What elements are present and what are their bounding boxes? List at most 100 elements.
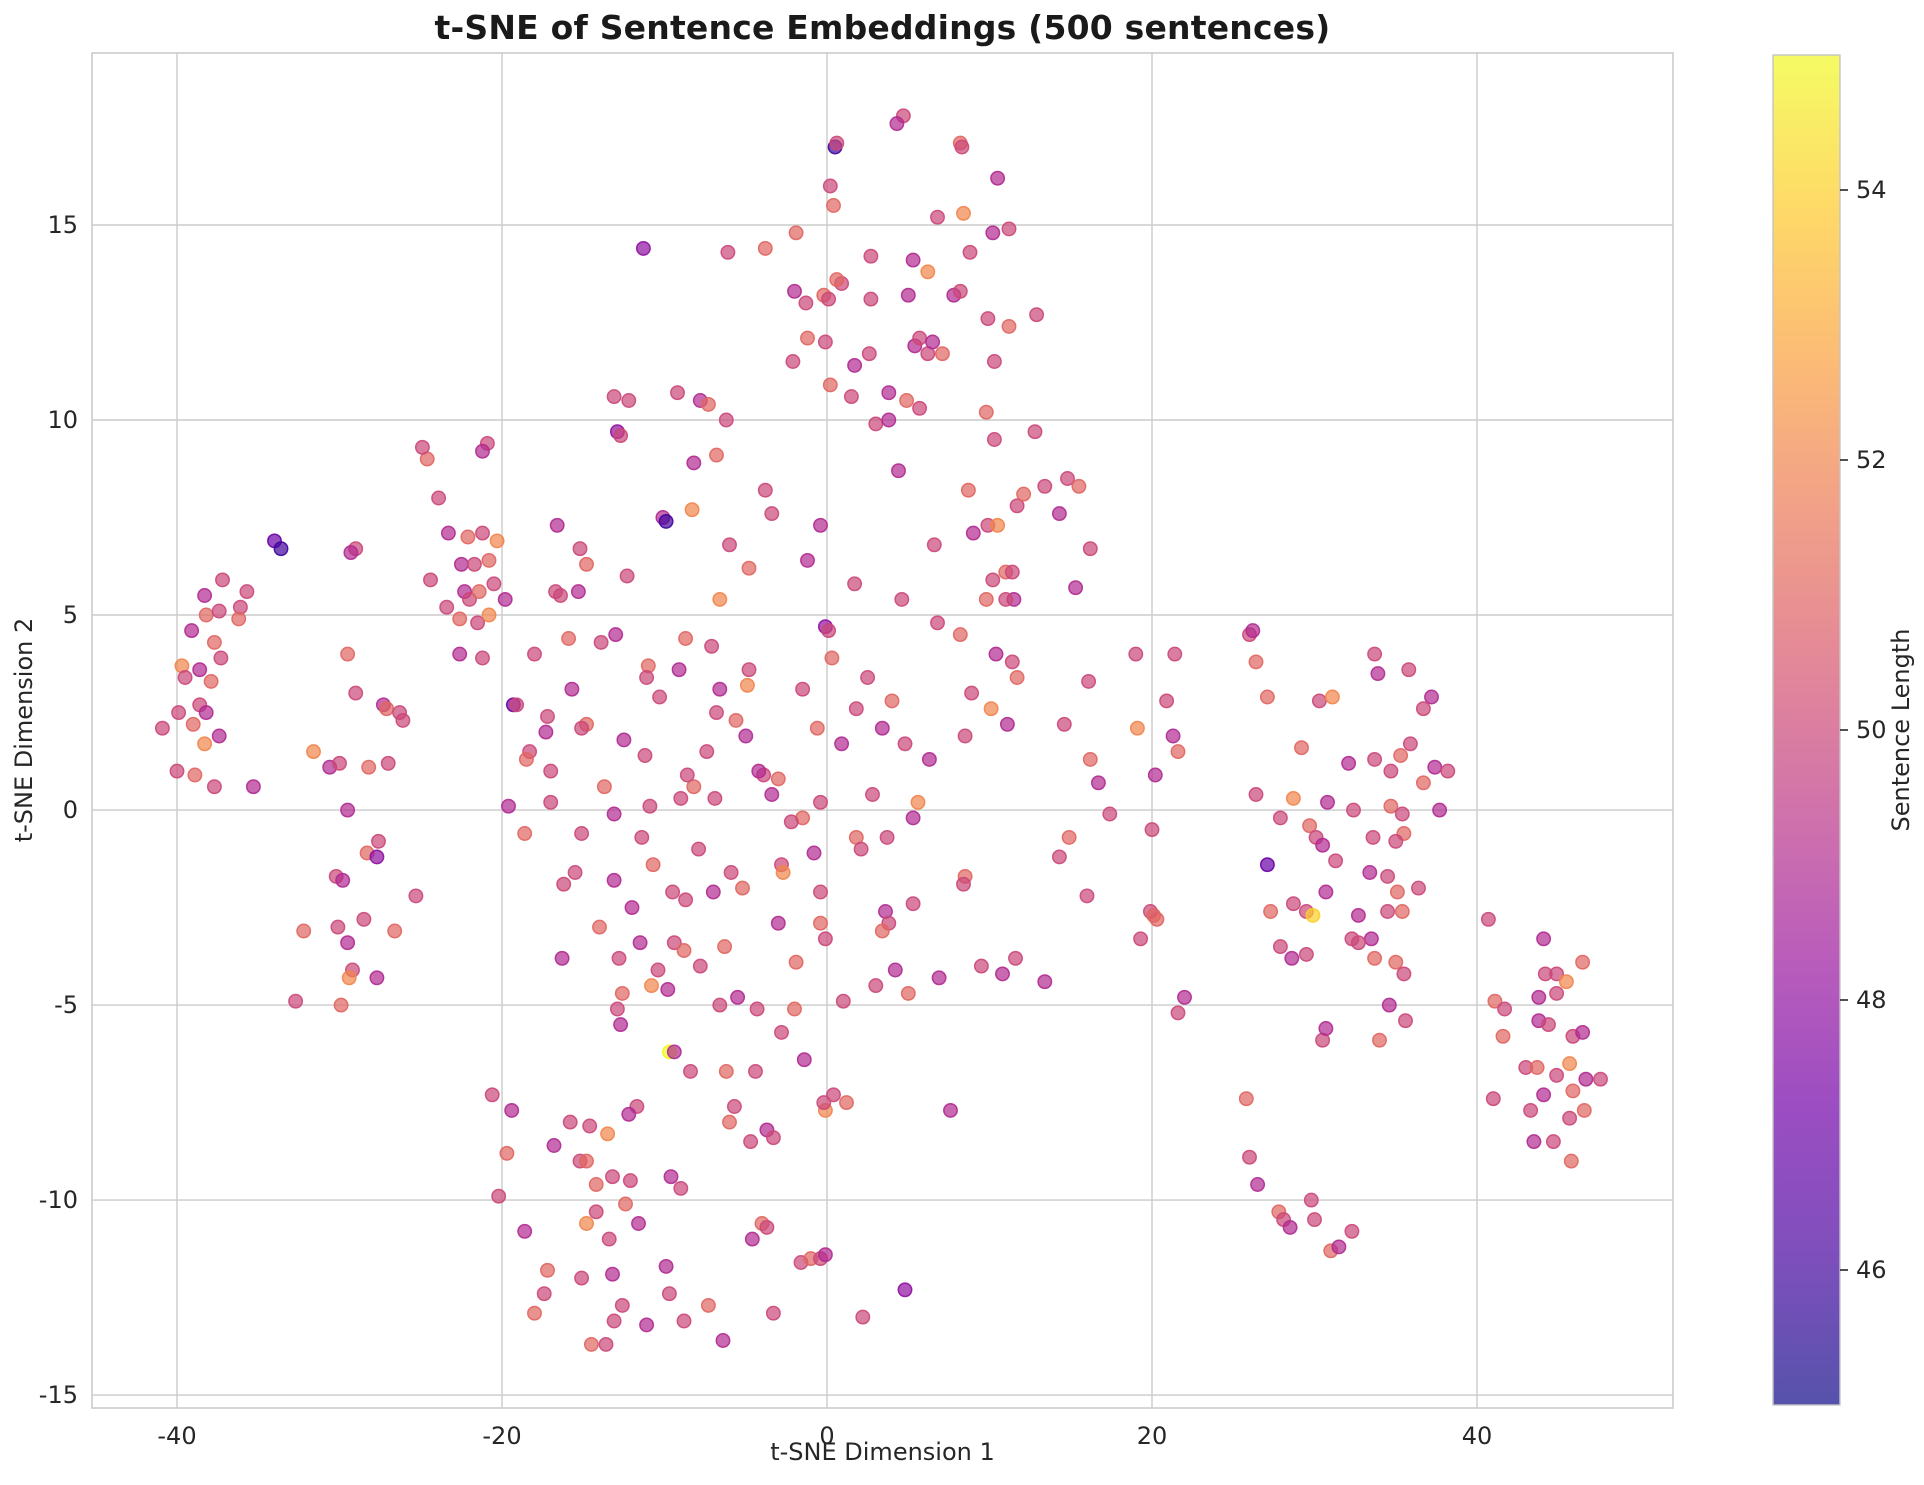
data-point <box>894 591 910 607</box>
data-point <box>1324 689 1340 705</box>
data-point <box>770 771 786 787</box>
data-point <box>986 354 1002 369</box>
data-point <box>900 287 916 303</box>
data-point <box>486 576 502 592</box>
data-point <box>1298 946 1314 962</box>
data-point <box>881 385 897 401</box>
data-point <box>408 888 424 904</box>
data-point <box>1526 1134 1542 1150</box>
data-point <box>663 1169 679 1185</box>
data-point <box>1578 1071 1594 1087</box>
data-point <box>1401 662 1417 678</box>
data-point <box>980 311 996 327</box>
data-point <box>1549 966 1565 982</box>
data-point <box>1259 857 1275 873</box>
data-point <box>538 724 554 740</box>
data-point <box>738 728 754 744</box>
data-point <box>540 709 555 724</box>
data-point <box>1146 907 1162 923</box>
data-point <box>847 576 863 592</box>
data-point <box>548 584 564 600</box>
data-point <box>621 393 637 408</box>
data-point <box>897 1282 913 1298</box>
data-point <box>788 225 804 241</box>
data-point <box>1009 670 1025 685</box>
data-point <box>813 915 828 931</box>
data-point <box>757 240 773 256</box>
data-point <box>1363 931 1379 947</box>
data-point <box>1004 564 1020 580</box>
data-point <box>644 978 659 994</box>
data-point <box>853 841 869 857</box>
data-point <box>660 982 676 997</box>
data-point <box>1396 966 1412 982</box>
data-point <box>673 790 689 806</box>
data-point <box>722 537 737 553</box>
data-point <box>749 1001 765 1017</box>
data-point <box>709 447 724 463</box>
data-point <box>614 1297 630 1313</box>
data-point <box>1523 1102 1539 1118</box>
data-point <box>1370 666 1386 682</box>
data-point <box>1497 1001 1513 1017</box>
y-tick-label: -15 <box>39 1381 78 1409</box>
data-point <box>1593 1071 1608 1087</box>
data-point <box>718 412 734 428</box>
data-point <box>561 631 577 646</box>
data-point <box>1009 498 1025 514</box>
data-point <box>639 670 655 685</box>
data-point <box>1147 767 1163 783</box>
data-point <box>1365 829 1381 845</box>
data-point <box>921 751 937 767</box>
data-point <box>931 970 947 986</box>
data-point <box>1102 806 1118 822</box>
data-point <box>1318 1021 1334 1036</box>
data-point <box>813 884 828 900</box>
data-point <box>439 599 455 615</box>
data-point <box>748 1063 763 1079</box>
data-point <box>1380 868 1396 884</box>
data-point <box>718 1063 734 1079</box>
data-point <box>600 1126 616 1142</box>
data-point <box>605 1169 620 1185</box>
data-point <box>1531 989 1547 1005</box>
data-point <box>639 1317 655 1333</box>
data-point <box>712 997 728 1013</box>
data-point <box>709 705 724 721</box>
data-point <box>601 1231 617 1247</box>
data-point <box>1027 424 1043 440</box>
data-point <box>1177 989 1192 1005</box>
data-point <box>985 225 1001 241</box>
data-point <box>1008 950 1023 966</box>
data-point <box>543 763 559 779</box>
data-point <box>606 1313 622 1329</box>
data-point <box>1575 954 1591 970</box>
data-point <box>652 689 668 705</box>
data-point <box>1576 1102 1592 1118</box>
data-point <box>765 1305 781 1321</box>
data-point <box>1350 907 1366 923</box>
data-point <box>1284 950 1300 966</box>
data-point <box>707 790 723 806</box>
data-point <box>475 650 490 666</box>
data-point <box>1558 974 1574 990</box>
data-point <box>356 911 372 927</box>
data-point <box>206 779 222 795</box>
data-point <box>606 806 622 822</box>
data-point <box>817 1247 833 1263</box>
data-point <box>634 829 650 845</box>
data-point <box>676 943 692 958</box>
y-tick-label: 10 <box>47 406 78 434</box>
data-point <box>1051 506 1067 522</box>
data-point <box>666 935 682 951</box>
colorbar-tick-label: 52 <box>1856 446 1887 474</box>
data-point <box>481 607 497 623</box>
data-point <box>829 135 845 151</box>
data-point <box>1487 993 1503 1009</box>
data-point <box>369 849 385 865</box>
data-point <box>606 872 622 888</box>
y-tick-label: -5 <box>54 991 78 1019</box>
data-point <box>239 584 255 600</box>
data-point <box>1133 931 1149 947</box>
